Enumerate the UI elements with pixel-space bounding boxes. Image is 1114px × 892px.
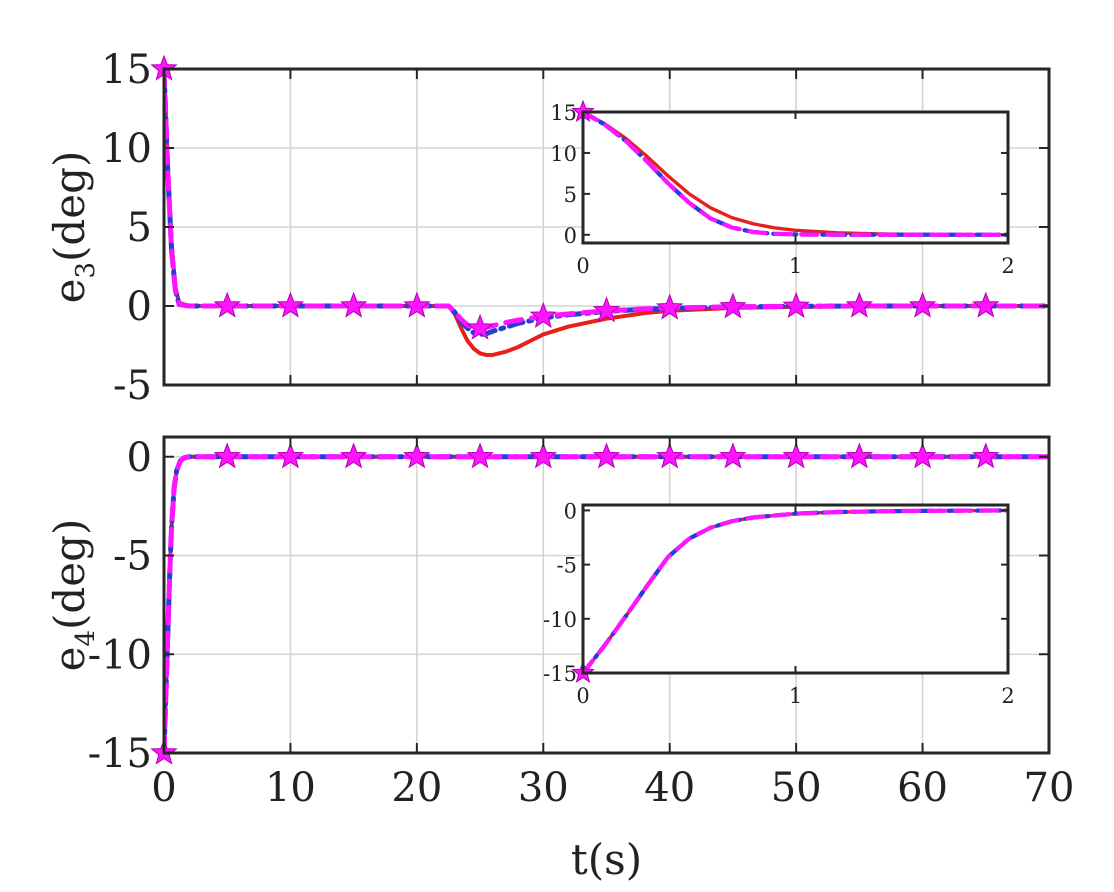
x-tick-label: 0 bbox=[576, 684, 589, 708]
y-tick-label: 0 bbox=[564, 499, 577, 523]
series-marker-star bbox=[403, 291, 431, 318]
panel-bottom-inset: 0 1 2 -15 -10 -5 0 bbox=[543, 499, 1015, 708]
panel-top-inset: 0 1 2 0 5 10 15 bbox=[550, 99, 1015, 278]
y-tick-label: 5 bbox=[127, 205, 152, 251]
series-line-2 bbox=[164, 454, 1049, 756]
series-marker-star bbox=[339, 291, 368, 318]
series-marker-star bbox=[782, 291, 810, 318]
series-marker-star bbox=[845, 442, 874, 469]
y-tick-label: -5 bbox=[557, 554, 577, 578]
y-tick-label: 15 bbox=[550, 101, 577, 125]
series-marker-star bbox=[276, 291, 305, 318]
series-marker-star bbox=[213, 291, 241, 318]
series-group bbox=[164, 454, 1049, 756]
y-axis-label-base: e bbox=[45, 647, 94, 672]
series-marker-star bbox=[908, 291, 937, 318]
y-tick-label: 0 bbox=[564, 224, 577, 248]
series-marker-star bbox=[592, 296, 621, 323]
series-marker-star bbox=[719, 442, 747, 469]
y-tick-label: 5 bbox=[564, 183, 577, 207]
y-tick-label: -10 bbox=[543, 608, 577, 632]
x-tick-label: 40 bbox=[644, 765, 695, 811]
series-marker-star bbox=[908, 442, 937, 469]
y-axis-label: e3(deg) bbox=[45, 151, 101, 304]
x-tick-label: 50 bbox=[771, 765, 822, 811]
series-marker-star bbox=[972, 442, 1000, 469]
series-marker-star bbox=[529, 442, 558, 469]
x-tick-label: 2 bbox=[1001, 254, 1014, 278]
series-marker-star bbox=[719, 292, 747, 319]
series-marker-star bbox=[403, 442, 431, 469]
y-axis-label-rest: (deg) bbox=[45, 519, 94, 630]
series-marker-star bbox=[655, 293, 684, 320]
series-marker-star bbox=[845, 291, 874, 318]
series-marker-star bbox=[276, 442, 305, 469]
x-tick-label: 30 bbox=[518, 765, 569, 811]
plot-area bbox=[583, 505, 1008, 673]
y-axis-label-sub: 4 bbox=[71, 630, 101, 647]
series-marker-star bbox=[782, 442, 810, 469]
series-line-2 bbox=[583, 508, 1008, 676]
series-marker-star bbox=[592, 442, 621, 469]
series-marker-star bbox=[655, 442, 684, 469]
x-tick-label: 60 bbox=[897, 765, 948, 811]
series-marker-star bbox=[972, 291, 1000, 318]
y-axis-label: e4(deg) bbox=[45, 519, 101, 672]
y-tick-label: 10 bbox=[550, 142, 577, 166]
y-tick-label: 15 bbox=[101, 47, 152, 93]
series-marker-star bbox=[466, 313, 494, 340]
x-tick-label: 20 bbox=[391, 765, 442, 811]
x-tick-label: 0 bbox=[576, 254, 589, 278]
x-tick-label: 70 bbox=[1024, 765, 1075, 811]
y-tick-label: -10 bbox=[88, 632, 152, 678]
y-tick-label: -15 bbox=[543, 662, 577, 686]
y-tick-label: 0 bbox=[127, 435, 152, 481]
y-axis-label-base: e bbox=[45, 279, 94, 304]
x-tick-label: 2 bbox=[1001, 684, 1014, 708]
x-tick-label: 10 bbox=[265, 765, 316, 811]
axes-frame bbox=[162, 435, 1051, 755]
y-tick-label: -5 bbox=[113, 534, 152, 580]
series-line-2 bbox=[583, 109, 1008, 237]
y-axis-label-sub: 3 bbox=[71, 262, 101, 279]
plot-area bbox=[583, 112, 1008, 243]
series-marker-star bbox=[466, 442, 494, 469]
series-group bbox=[583, 109, 1008, 237]
x-tick-label: 1 bbox=[789, 254, 802, 278]
series-group bbox=[583, 508, 1008, 676]
y-tick-label: -15 bbox=[88, 731, 152, 777]
x-tick-label: 1 bbox=[789, 684, 802, 708]
y-axis-label-rest: (deg) bbox=[45, 151, 94, 262]
x-axis-label: t(s) bbox=[571, 835, 642, 884]
y-tick-label: -5 bbox=[113, 363, 152, 409]
series-marker-star bbox=[529, 301, 558, 328]
series-marker-star bbox=[339, 442, 368, 469]
x-tick-label: 0 bbox=[151, 765, 176, 811]
y-tick-label: 0 bbox=[127, 284, 152, 330]
y-tick-label: 10 bbox=[101, 126, 152, 172]
series-marker-star bbox=[213, 442, 241, 469]
